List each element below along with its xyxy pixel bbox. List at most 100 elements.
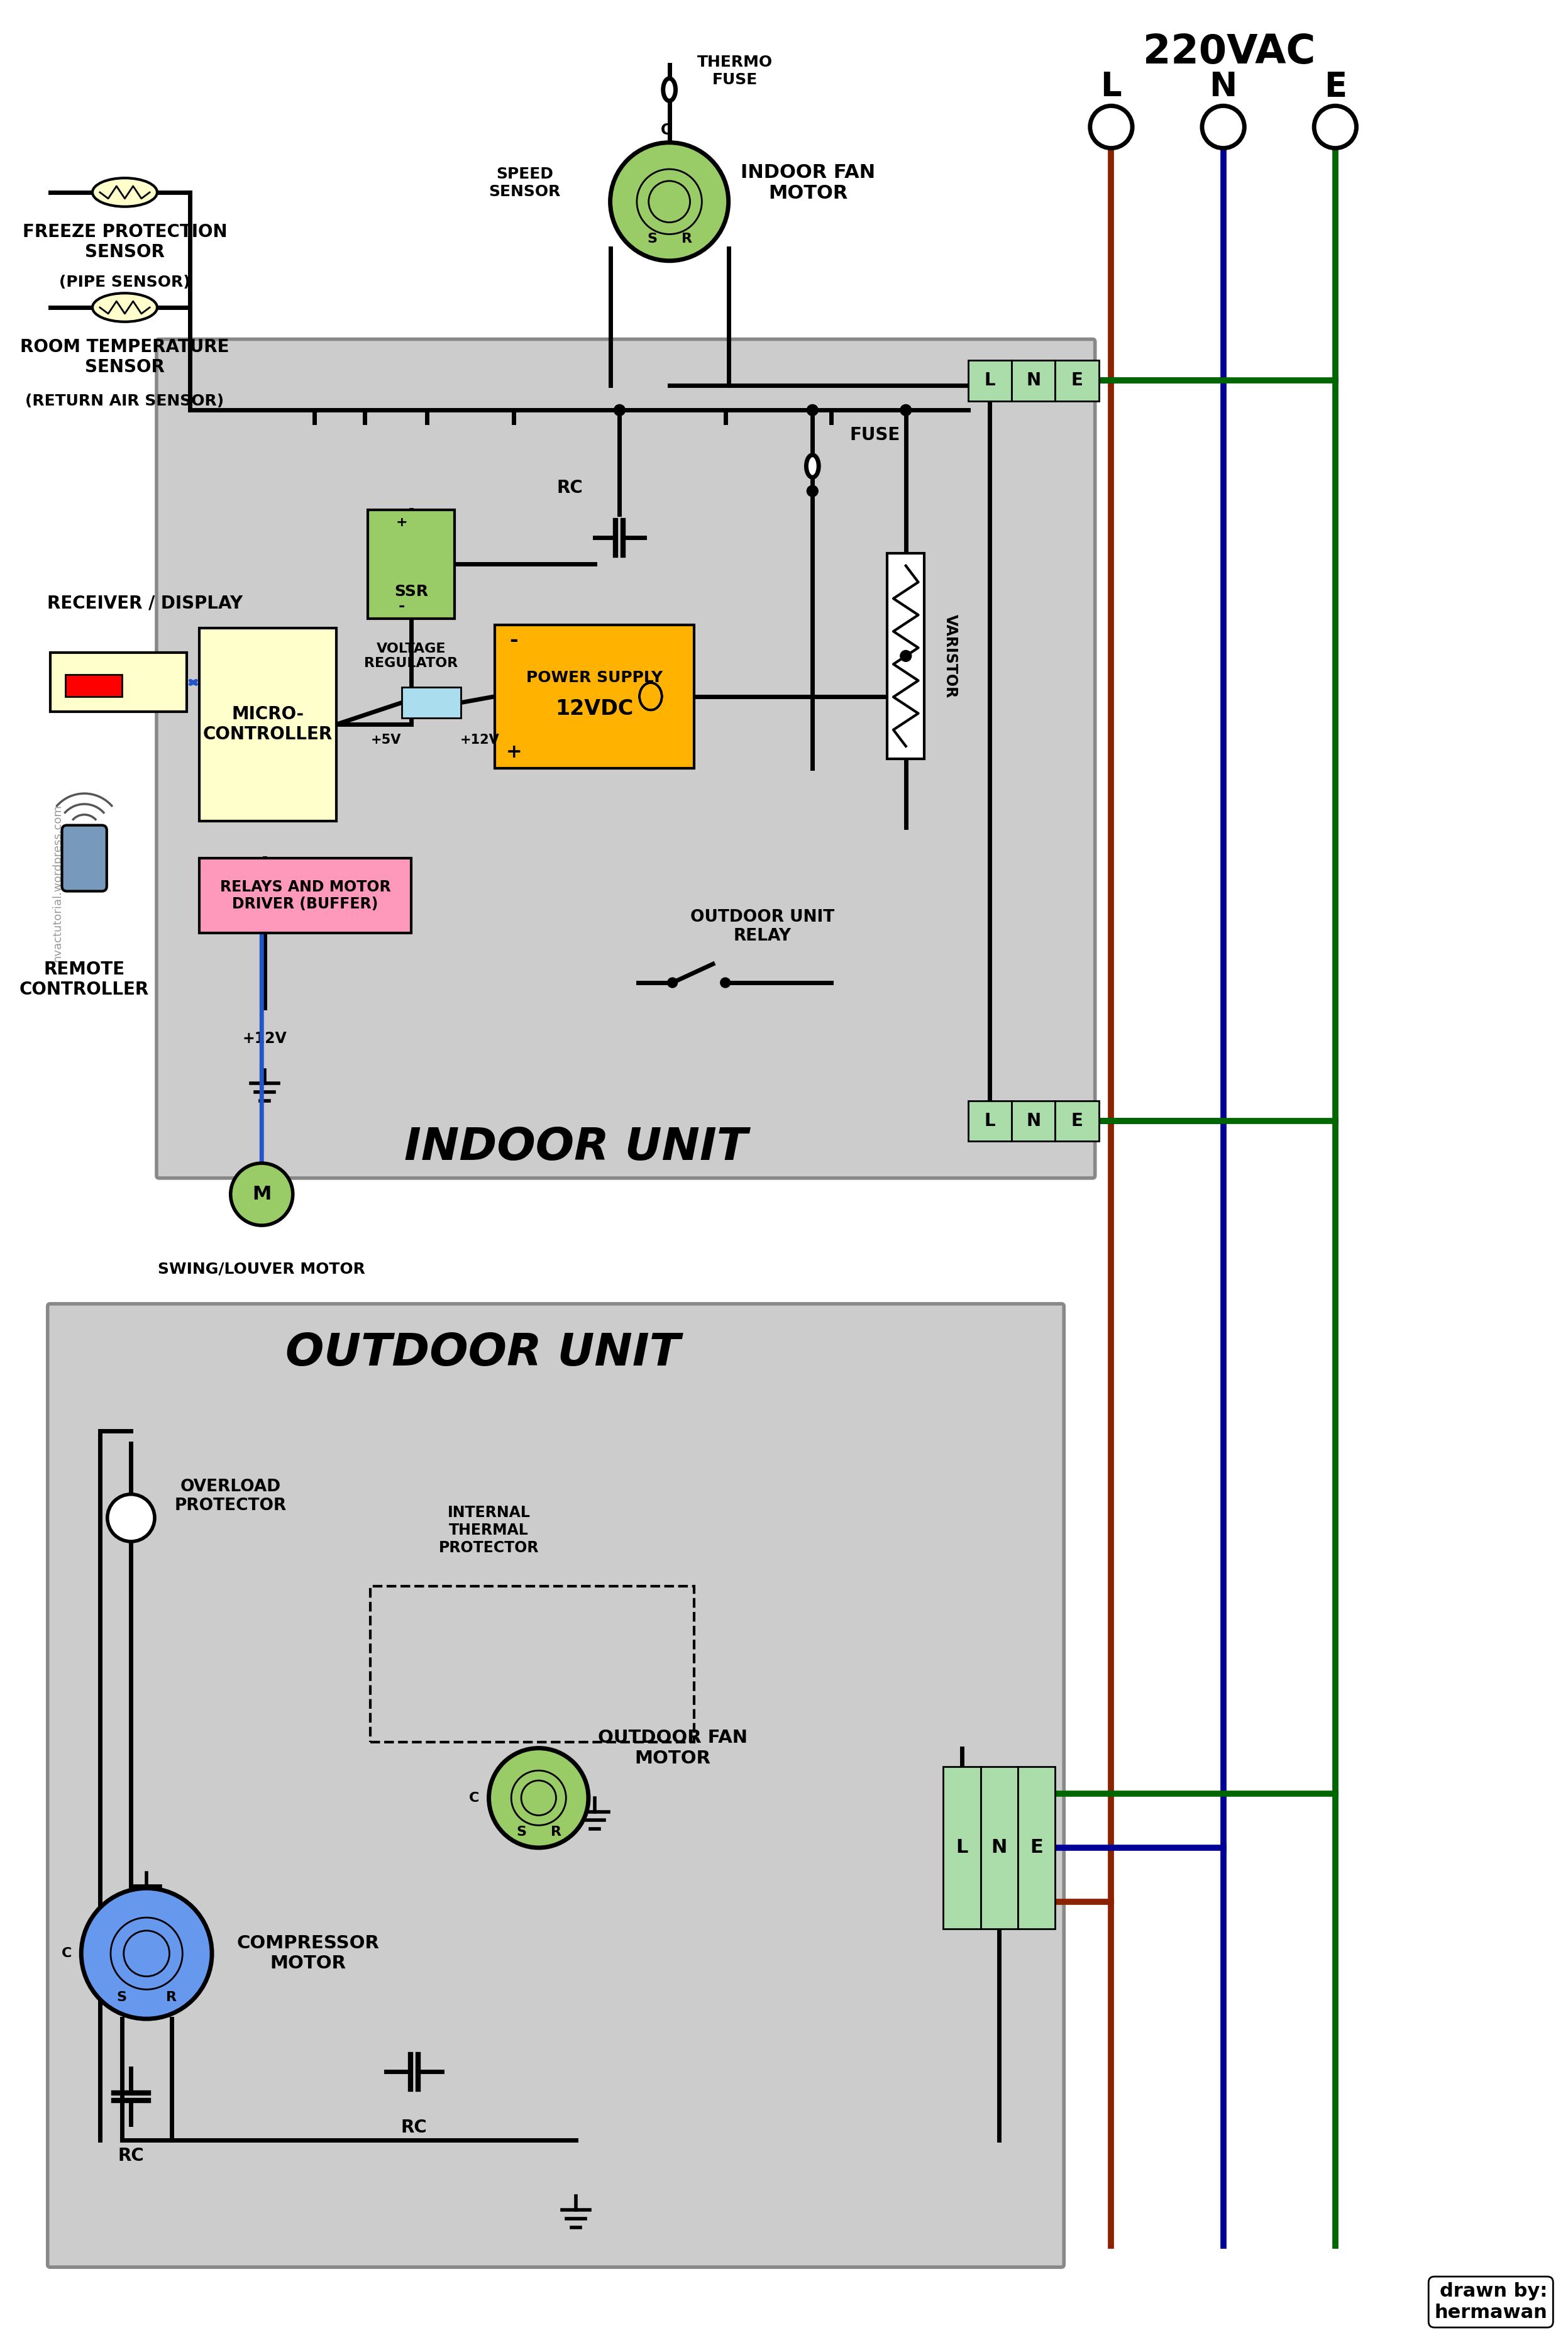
Bar (980, 1767, 1018, 1928)
Text: ROOM TEMPERATURE
SENSOR: ROOM TEMPERATURE SENSOR (20, 339, 229, 377)
Circle shape (668, 978, 677, 987)
Circle shape (610, 143, 729, 260)
Circle shape (107, 1495, 155, 1542)
Text: L: L (985, 372, 996, 388)
Text: RC: RC (557, 480, 583, 496)
Text: R: R (550, 1825, 561, 1839)
Text: OVERLOAD
PROTECTOR: OVERLOAD PROTECTOR (174, 1479, 287, 1514)
Text: N: N (1025, 372, 1041, 388)
Circle shape (720, 978, 731, 987)
Bar (495, 625, 695, 768)
Bar (199, 627, 337, 821)
Text: N: N (1209, 70, 1237, 103)
Text: MICRO-
CONTROLLER: MICRO- CONTROLLER (204, 704, 332, 744)
Bar (66, 674, 122, 697)
Text: SSR: SSR (394, 585, 428, 599)
Text: -: - (510, 629, 517, 651)
Circle shape (1314, 105, 1356, 147)
Text: SWING/LOUVER MOTOR: SWING/LOUVER MOTOR (158, 1261, 365, 1278)
Text: OUTDOOR FAN
MOTOR: OUTDOOR FAN MOTOR (597, 1729, 748, 1767)
Bar (887, 552, 925, 758)
Text: OUTDOOR UNIT: OUTDOOR UNIT (285, 1331, 681, 1374)
Bar (1055, 360, 1099, 400)
Text: COMPRESSOR
MOTOR: COMPRESSOR MOTOR (237, 1935, 379, 1973)
Circle shape (1090, 105, 1132, 147)
Bar (370, 1587, 695, 1741)
Text: S: S (516, 1825, 527, 1839)
Text: hvactutorial.wordpress.com: hvactutorial.wordpress.com (52, 1739, 63, 1895)
Text: RECEIVER / DISPLAY: RECEIVER / DISPLAY (47, 594, 243, 611)
Bar (401, 688, 461, 718)
Circle shape (489, 1748, 588, 1849)
Text: S: S (648, 232, 657, 246)
Ellipse shape (93, 178, 157, 206)
Bar (1055, 1100, 1099, 1142)
Text: SPEED
SENSOR: SPEED SENSOR (489, 166, 560, 199)
Text: POWER SUPPLY: POWER SUPPLY (527, 669, 663, 686)
Bar (1011, 360, 1055, 400)
Text: (RETURN AIR SENSOR): (RETURN AIR SENSOR) (25, 393, 224, 410)
Text: C: C (660, 122, 671, 138)
Circle shape (900, 651, 911, 662)
Circle shape (1203, 105, 1245, 147)
Text: OUTDOOR UNIT
RELAY: OUTDOOR UNIT RELAY (690, 908, 834, 945)
Text: INTERNAL
THERMAL
PROTECTOR: INTERNAL THERMAL PROTECTOR (439, 1505, 539, 1556)
Bar (967, 360, 1011, 400)
Ellipse shape (806, 454, 818, 477)
Text: INDOOR FAN
MOTOR: INDOOR FAN MOTOR (742, 164, 875, 204)
Text: E: E (1030, 1839, 1043, 1858)
Text: -: - (398, 599, 405, 613)
Circle shape (230, 1163, 293, 1226)
Text: +: + (506, 744, 522, 760)
Text: VARISTOR: VARISTOR (944, 613, 958, 697)
Text: C: C (469, 1792, 480, 1804)
Text: +12V: +12V (459, 735, 499, 746)
Bar (199, 859, 411, 934)
Text: +12V: +12V (243, 1032, 287, 1046)
Bar (1011, 1100, 1055, 1142)
Text: E: E (1323, 70, 1347, 103)
Text: FREEZE PROTECTION
SENSOR: FREEZE PROTECTION SENSOR (22, 222, 227, 262)
Text: hvactutorial.wordpress.com: hvactutorial.wordpress.com (52, 805, 63, 962)
Text: M: M (252, 1184, 271, 1203)
FancyBboxPatch shape (157, 339, 1094, 1177)
Text: drawn by:
hermawan: drawn by: hermawan (1435, 2281, 1548, 2321)
FancyBboxPatch shape (63, 826, 107, 892)
Bar (967, 1100, 1011, 1142)
Text: +: + (395, 515, 408, 529)
Bar (367, 510, 455, 618)
Text: RC: RC (118, 2148, 144, 2164)
Text: S: S (116, 1991, 127, 2003)
Text: THERMO
FUSE: THERMO FUSE (698, 54, 773, 87)
Circle shape (900, 405, 911, 417)
Text: 220VAC: 220VAC (1143, 33, 1316, 73)
Text: RELAYS AND MOTOR
DRIVER (BUFFER): RELAYS AND MOTOR DRIVER (BUFFER) (220, 880, 390, 913)
Ellipse shape (663, 80, 676, 101)
Bar (944, 1767, 980, 1928)
Text: INDOOR UNIT: INDOOR UNIT (405, 1126, 748, 1170)
Text: L: L (1101, 70, 1121, 103)
Text: C: C (61, 1947, 72, 1961)
Circle shape (808, 484, 818, 496)
Circle shape (82, 1888, 212, 2019)
Text: +5V: +5V (372, 735, 401, 746)
Text: R: R (682, 232, 691, 246)
Text: N: N (1025, 1111, 1041, 1130)
Text: RC: RC (401, 2120, 428, 2136)
Bar (1018, 1767, 1055, 1928)
Text: (PIPE SENSOR): (PIPE SENSOR) (60, 276, 190, 290)
Text: VOLTAGE
REGULATOR: VOLTAGE REGULATOR (364, 644, 458, 669)
Ellipse shape (93, 292, 157, 323)
Text: REMOTE
CONTROLLER: REMOTE CONTROLLER (19, 962, 149, 999)
Text: R: R (166, 1991, 177, 2003)
Text: E: E (1071, 1111, 1083, 1130)
Circle shape (615, 405, 626, 417)
Text: L: L (985, 1111, 996, 1130)
Text: 12VDC: 12VDC (555, 697, 633, 718)
Text: E: E (1071, 372, 1083, 388)
FancyBboxPatch shape (47, 1303, 1065, 2267)
Text: FUSE: FUSE (850, 426, 900, 445)
Text: L: L (956, 1839, 967, 1858)
Text: N: N (991, 1839, 1007, 1858)
Bar (50, 653, 187, 711)
